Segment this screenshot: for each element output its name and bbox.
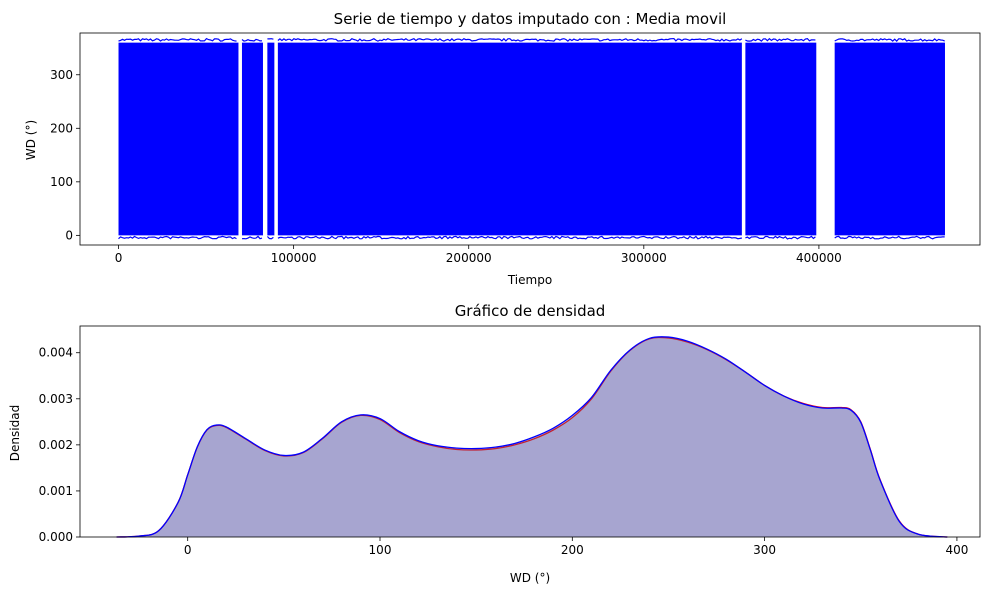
timeseries-xlabel: Tiempo (507, 273, 552, 287)
x-tick-label: 200 (561, 543, 584, 557)
timeseries-panel: Serie de tiempo y datos imputado con : M… (24, 10, 981, 287)
y-tick-label: 0.002 (39, 438, 73, 452)
series-band (834, 42, 945, 236)
axes-frame (79, 32, 981, 246)
timeseries-plot-area: 0 100000 200000 300000 400000 0 100 200 300 (50, 32, 981, 265)
y-tick-label: 0.004 (39, 346, 73, 360)
series-edge-top (277, 37, 743, 42)
series-edge-bottom (118, 235, 237, 240)
y-tick-label: 300 (50, 68, 73, 82)
series-band (267, 42, 275, 236)
density-title: Gráfico de densidad (455, 302, 606, 320)
series-band (118, 42, 239, 236)
series-edge-top (745, 37, 816, 42)
axes-frame (79, 325, 981, 538)
y-tick-label: 0.003 (39, 392, 73, 406)
density-line-1 (116, 336, 948, 538)
series-edge-bottom (745, 235, 816, 240)
series-band (241, 42, 263, 236)
density-xlabel: WD (°) (510, 571, 550, 585)
x-tick-label: 200000 (446, 251, 492, 265)
y-tick-label: 0.001 (39, 484, 73, 498)
x-tick-label: 400000 (796, 251, 842, 265)
y-tick-label: 0 (65, 228, 73, 242)
series-band (745, 42, 817, 236)
density-area-0 (116, 337, 948, 537)
series-edge-bottom (277, 235, 743, 240)
density-panel: Gráfico de densidad 0 100 200 300 400 0.000 0.… (8, 302, 981, 585)
series-edge-top (834, 38, 945, 42)
y-tick-label: 100 (50, 175, 73, 189)
series-edge-top (267, 38, 274, 40)
x-tick-label: 100000 (271, 251, 317, 265)
x-tick-label: 300 (753, 543, 776, 557)
x-tick-label: 0 (115, 251, 123, 265)
series-edge-top (118, 37, 237, 42)
density-plot-area: 0 100 200 300 400 0.000 0.001 0.002 0.003 0.004 (39, 325, 981, 557)
x-tick-label: 400 (945, 543, 968, 557)
density-area-1 (116, 336, 948, 537)
timeseries-title: Serie de tiempo y datos imputado con : M… (334, 10, 727, 28)
series-edge-bottom (834, 235, 945, 240)
series-band (277, 42, 742, 236)
x-tick-label: 0 (184, 543, 192, 557)
x-tick-label: 100 (369, 543, 392, 557)
y-tick-label: 0.000 (39, 530, 73, 544)
timeseries-ylabel: WD (°) (24, 120, 38, 160)
density-ylabel: Densidad (8, 405, 22, 461)
series-edge-top (241, 38, 263, 42)
series-edge-bottom (241, 235, 263, 240)
series-edge-bottom (266, 236, 274, 240)
y-tick-label: 200 (50, 121, 73, 135)
x-tick-label: 300000 (621, 251, 667, 265)
